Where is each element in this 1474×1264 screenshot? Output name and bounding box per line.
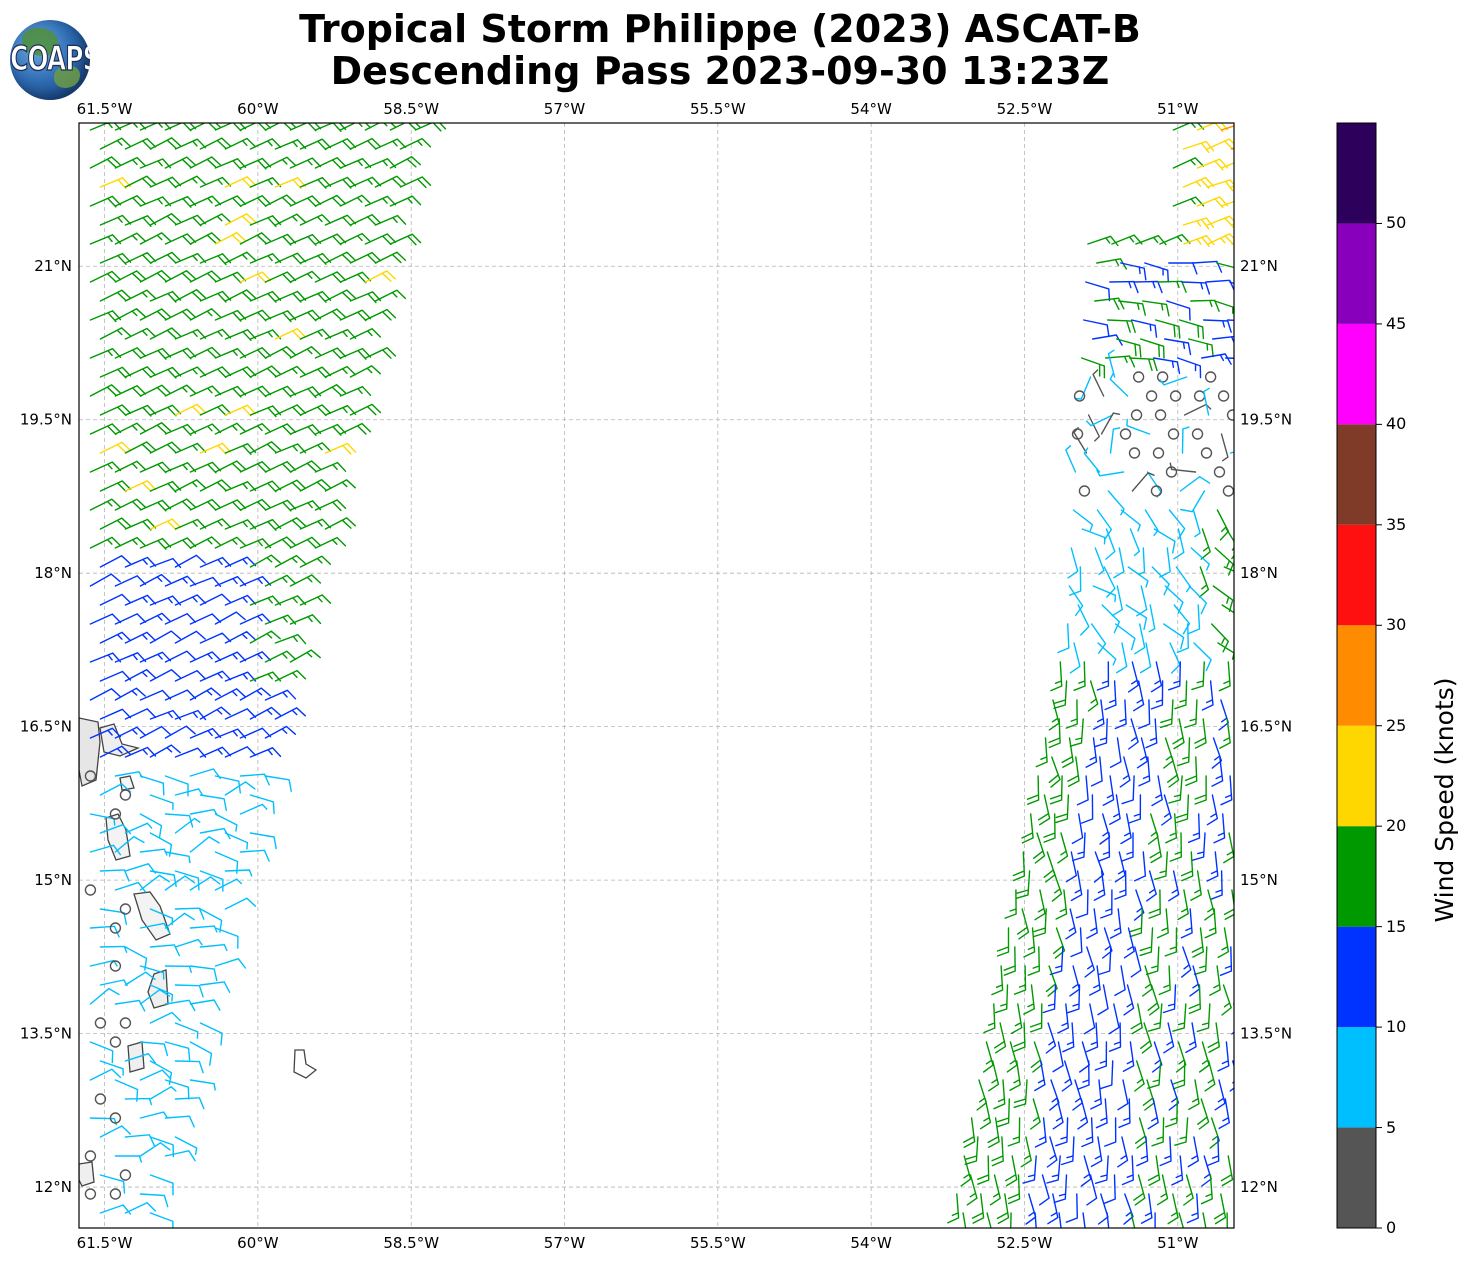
colorbar-segment bbox=[1337, 424, 1376, 525]
coaps-logo: COAPS bbox=[10, 20, 90, 100]
longitude-tick-label: 61.5°W bbox=[77, 100, 133, 118]
longitude-tick-label: 52.5°W bbox=[997, 1234, 1053, 1252]
longitude-tick-label: 54°W bbox=[850, 100, 892, 118]
colorbar-segment bbox=[1337, 1127, 1376, 1228]
latitude-tick-label: 13.5°N bbox=[20, 1025, 72, 1043]
colorbar-tick-label: 10 bbox=[1386, 1017, 1407, 1037]
colorbar-label: Wind Speed (knots) bbox=[1430, 677, 1459, 923]
colorbar-segment bbox=[1337, 926, 1376, 1028]
colorbar bbox=[1336, 122, 1382, 1229]
colorbar-segment bbox=[1337, 323, 1376, 425]
latitude-tick-label: 16.5°N bbox=[20, 718, 72, 736]
map-frame bbox=[78, 122, 1235, 1229]
colorbar-segment bbox=[1337, 826, 1376, 927]
colorbar-segment bbox=[1337, 725, 1376, 827]
logo-globe-land bbox=[22, 28, 58, 56]
longitude-tick-label: 54°W bbox=[850, 1234, 892, 1252]
colorbar-segment bbox=[1337, 625, 1376, 726]
logo-globe-land-2 bbox=[54, 66, 80, 88]
latitude-tick-label: 12°N bbox=[1240, 1178, 1278, 1196]
longitude-tick-label: 58.5°W bbox=[383, 100, 439, 118]
longitude-tick-label: 51°W bbox=[1157, 100, 1199, 118]
longitude-tick-label: 60°W bbox=[237, 100, 279, 118]
colorbar-tick-label: 45 bbox=[1386, 313, 1407, 333]
longitude-tick-label: 57°W bbox=[544, 1234, 586, 1252]
wind-barbs bbox=[84, 123, 1234, 1228]
map-gridlines bbox=[79, 123, 1234, 1228]
longitude-tick-label: 51°W bbox=[1157, 1234, 1199, 1252]
colorbar-segment bbox=[1337, 524, 1376, 626]
colorbar-tick-label: 15 bbox=[1386, 916, 1407, 936]
latitude-tick-label: 19.5°N bbox=[1240, 411, 1292, 429]
axis-tick-labels: 61.5°W 61.5°W 60°W 60°W 58.5°W 58.5°W 57°W 57°W… bbox=[20, 100, 1292, 1252]
logo-text: COAPS bbox=[10, 38, 90, 79]
latitude-tick-label: 19.5°N bbox=[20, 411, 72, 429]
colorbar-tick-label: 50 bbox=[1386, 213, 1407, 233]
latitude-tick-label: 12°N bbox=[34, 1178, 72, 1196]
colorbar-tick-label: 40 bbox=[1386, 414, 1407, 434]
longitude-tick-label: 55.5°W bbox=[690, 1234, 746, 1252]
longitude-tick-label: 57°W bbox=[544, 100, 586, 118]
longitude-tick-label: 55.5°W bbox=[690, 100, 746, 118]
latitude-tick-label: 15°N bbox=[34, 871, 72, 889]
colorbar-tick-label: 25 bbox=[1386, 715, 1407, 735]
colorbar-segment bbox=[1337, 223, 1376, 324]
colorbar-frame bbox=[1336, 122, 1377, 1229]
longitude-tick-label: 52.5°W bbox=[997, 100, 1053, 118]
latitude-tick-label: 15°N bbox=[1240, 871, 1278, 889]
colorbar-segment bbox=[1337, 123, 1376, 224]
colorbar-tick-label: 20 bbox=[1386, 816, 1407, 836]
latitude-tick-label: 21°N bbox=[1240, 257, 1278, 275]
colorbar-tick-label: 35 bbox=[1386, 514, 1407, 534]
latitude-tick-label: 16.5°N bbox=[1240, 718, 1292, 736]
latitude-tick-label: 18°N bbox=[1240, 564, 1278, 582]
colorbar-segment bbox=[1337, 1027, 1376, 1128]
latitude-tick-label: 21°N bbox=[34, 257, 72, 275]
longitude-tick-label: 60°W bbox=[237, 1234, 279, 1252]
colorbar-tick-label: 0 bbox=[1386, 1218, 1397, 1237]
map-title-line2: Descending Pass 2023-09-30 13:23Z bbox=[330, 49, 1110, 93]
latitude-tick-label: 18°N bbox=[34, 564, 72, 582]
colorbar-tick-label: 5 bbox=[1386, 1117, 1397, 1137]
longitude-tick-label: 58.5°W bbox=[383, 1234, 439, 1252]
map-title-line1: Tropical Storm Philippe (2023) ASCAT-B bbox=[299, 7, 1141, 51]
colorbar-tick-label: 30 bbox=[1386, 615, 1407, 635]
latitude-tick-label: 13.5°N bbox=[1240, 1025, 1292, 1043]
longitude-tick-label: 61.5°W bbox=[77, 1234, 133, 1252]
